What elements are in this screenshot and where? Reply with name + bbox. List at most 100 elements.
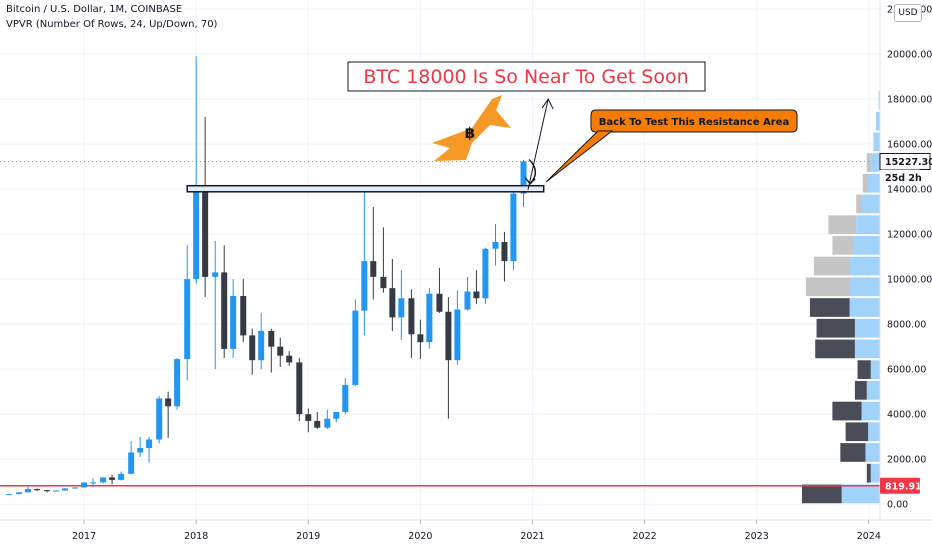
candle-body — [90, 482, 97, 484]
candle-body — [100, 477, 107, 483]
candle-body — [352, 310, 359, 385]
volume-profile-bar-up — [841, 484, 880, 504]
callout-box — [590, 109, 798, 133]
candle-body — [417, 334, 424, 343]
volume-profile-bar-up — [849, 256, 880, 276]
projection-arrow-head — [541, 98, 554, 110]
volume-profile-bar-down — [809, 298, 850, 317]
volume-profile — [802, 91, 880, 504]
candle-body — [510, 193, 517, 262]
candle-body — [230, 296, 237, 349]
price-tick-label: 8000.00 — [887, 320, 926, 331]
candle-body — [109, 477, 116, 480]
volume-profile-bar-down — [832, 401, 862, 421]
candle-body — [184, 279, 191, 360]
callout-pointer — [545, 130, 614, 183]
price-axis[interactable]: 0.00 2000.00 4000.00 6000.00 8000.00 10000.00… — [879, 0, 932, 520]
volume-profile-bar-down — [857, 360, 871, 379]
projection-arrow-line — [527, 98, 549, 190]
candle-body — [324, 418, 331, 428]
support-price-tag: 819.91 — [885, 481, 922, 492]
candle-body — [314, 420, 321, 428]
candle-body — [370, 261, 377, 277]
candle-body — [128, 452, 135, 474]
time-axis-bg — [0, 520, 932, 550]
price-tick-label: 0.00 — [887, 500, 908, 511]
candle-body — [482, 248, 489, 299]
volume-profile-bar-down — [802, 484, 842, 504]
candle-body — [174, 359, 181, 407]
candle-body — [249, 335, 256, 361]
drawing-tools[interactable]: BTC 18000 Is So Near To Get Soon Back To … — [186, 61, 798, 193]
volume-profile-bar-up — [870, 153, 880, 172]
volume-profile-bar-down — [813, 256, 850, 276]
price-tick-label: 16000.00 — [887, 140, 932, 151]
volume-profile-bar-up — [865, 443, 880, 462]
time-tick-label: 2022 — [632, 531, 656, 542]
volume-profile-bar-up — [853, 236, 880, 255]
candlestick-series — [5, 56, 527, 496]
indicator-legend[interactable]: VPVR (Number Of Rows, 24, Up/Down, 70) — [6, 19, 218, 30]
candle-body — [492, 241, 499, 249]
bitcoin-symbol-icon: ฿ — [465, 124, 475, 142]
candle-body — [464, 291, 471, 310]
candle-body — [81, 482, 88, 488]
candle-body — [137, 447, 144, 453]
candle-body — [5, 494, 12, 496]
callout-text: Back To Test This Resistance Area — [599, 117, 789, 128]
price-tick-label: 12000.00 — [887, 230, 932, 241]
candle-body — [305, 414, 312, 421]
candle-body — [296, 362, 303, 415]
volume-profile-bar-up — [876, 111, 880, 131]
candle-body — [398, 298, 405, 318]
headline-box — [347, 61, 706, 92]
time-tick-label: 2021 — [520, 531, 544, 542]
volume-profile-bar-down — [856, 194, 862, 214]
volume-profile-bar-up — [868, 422, 880, 442]
volume-profile-bar-up — [861, 194, 880, 214]
candle-body — [156, 398, 163, 440]
volume-profile-bar-down — [828, 215, 857, 235]
price-tick-label: 6000.00 — [887, 365, 926, 376]
price-tick-label: 20000.00 — [887, 50, 932, 61]
time-tick-label: 2017 — [72, 531, 96, 542]
candle-body — [212, 272, 219, 277]
candle-body — [193, 191, 200, 280]
resistance-zone — [186, 184, 545, 193]
candle-body — [62, 488, 69, 491]
volume-profile-bar-up — [866, 380, 880, 400]
candle-body — [286, 355, 293, 363]
volume-profile-bar-down — [845, 422, 869, 442]
volume-profile-bar-up — [861, 401, 880, 421]
volume-profile-bar-up — [873, 132, 880, 152]
volume-profile-bar-up — [878, 91, 880, 110]
candle-body — [389, 288, 396, 318]
volume-profile-bar-down — [862, 173, 869, 193]
time-tick-label: 2019 — [296, 531, 320, 542]
current-price-tag: 15227.30 — [885, 157, 932, 168]
candle-body — [333, 411, 340, 419]
candle-body — [268, 330, 275, 347]
volume-profile-bar-down — [805, 277, 850, 297]
candle-body — [408, 298, 415, 335]
countdown-tag: 25d 2h — [885, 173, 922, 184]
candle-body — [501, 241, 508, 262]
price-tick-label: 4000.00 — [887, 410, 926, 421]
volume-profile-bar-down — [840, 443, 866, 462]
candle-body — [221, 272, 228, 349]
current-price-tag-bg — [880, 153, 930, 170]
candle-body — [520, 161, 527, 194]
time-tick-label: 2020 — [408, 531, 432, 542]
candle-body — [25, 489, 32, 493]
time-axis[interactable]: 2017 2018 2019 2020 2021 2022 2023 2024 — [0, 519, 932, 550]
currency-button[interactable]: USD — [894, 4, 922, 22]
retest-curve-arrowhead — [524, 177, 536, 185]
price-tick-label: 2000.00 — [887, 455, 926, 466]
candle-body — [202, 191, 209, 277]
candle-body — [16, 492, 23, 495]
price-tick-label: 18000.00 — [887, 95, 932, 106]
time-tick-label: 2023 — [745, 531, 769, 542]
candle-body — [361, 261, 368, 311]
